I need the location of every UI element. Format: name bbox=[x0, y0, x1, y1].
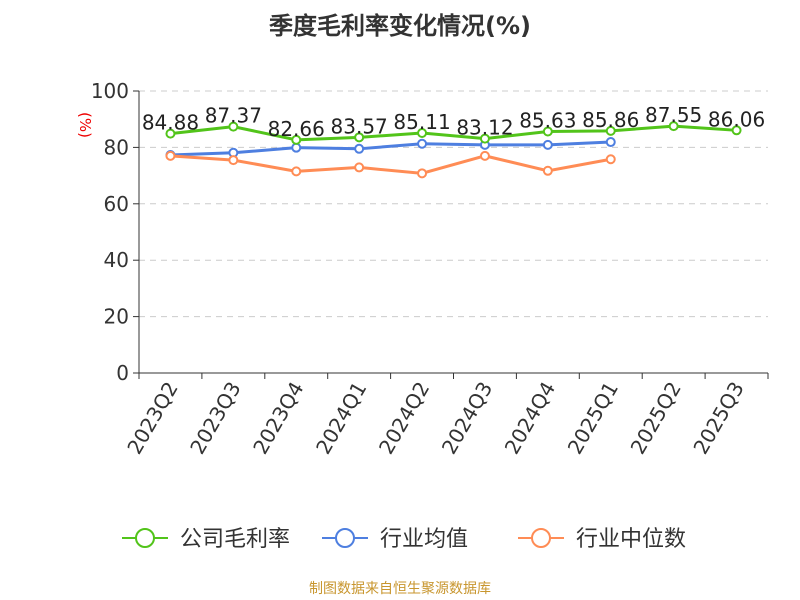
y-tick-label: 60 bbox=[104, 192, 129, 216]
x-tick-label: 2024Q2 bbox=[374, 378, 434, 459]
data-point bbox=[354, 143, 365, 154]
data-point bbox=[542, 139, 553, 150]
data-label: 87.37 bbox=[205, 104, 262, 128]
data-point bbox=[605, 154, 616, 165]
data-point bbox=[354, 132, 365, 143]
y-tick-label: 80 bbox=[104, 135, 129, 159]
data-point bbox=[165, 150, 176, 161]
series-line bbox=[170, 140, 611, 157]
y-tick-label: 20 bbox=[104, 305, 129, 329]
series-line bbox=[170, 154, 612, 175]
series-line bbox=[170, 124, 737, 142]
x-tick-label: 2025Q2 bbox=[626, 378, 686, 459]
series-2 bbox=[165, 150, 616, 179]
y-tick-label: 40 bbox=[104, 248, 129, 272]
data-point bbox=[417, 127, 428, 138]
source-note: 制图数据来自恒生聚源数据库 bbox=[309, 581, 491, 597]
data-point bbox=[417, 168, 428, 179]
legend-marker bbox=[531, 528, 551, 548]
x-tick-label: 2023Q3 bbox=[185, 378, 245, 459]
chart-title: 季度毛利率变化情况(%) bbox=[269, 12, 531, 40]
y-tick-label: 0 bbox=[116, 361, 129, 385]
data-label: 82.66 bbox=[268, 117, 325, 141]
x-tick-label: 2024Q4 bbox=[500, 378, 560, 459]
data-point bbox=[605, 125, 616, 136]
data-point bbox=[479, 150, 490, 161]
data-point bbox=[417, 138, 428, 149]
x-tick-label: 2025Q1 bbox=[563, 378, 623, 459]
x-tick-label: 2023Q4 bbox=[248, 378, 308, 459]
data-label: 84.88 bbox=[142, 111, 199, 135]
x-tick-label: 2024Q1 bbox=[311, 378, 371, 459]
data-point bbox=[354, 162, 365, 173]
data-label: 86.06 bbox=[708, 107, 765, 131]
legend-marker bbox=[135, 528, 155, 548]
data-point bbox=[291, 134, 302, 145]
data-label: 85.11 bbox=[393, 110, 450, 134]
y-tick-label: 100 bbox=[91, 79, 129, 103]
legend-item[interactable]: 公司毛利率 bbox=[122, 527, 290, 552]
x-tick-label: 2023Q2 bbox=[122, 378, 182, 459]
legend-marker bbox=[335, 528, 355, 548]
series-1 bbox=[165, 137, 616, 161]
data-point bbox=[165, 128, 176, 139]
data-label: 85.86 bbox=[582, 108, 639, 132]
x-tick-label: 2025Q3 bbox=[688, 378, 748, 459]
data-label: 87.55 bbox=[645, 103, 702, 127]
data-point bbox=[605, 137, 616, 148]
data-point bbox=[291, 166, 302, 177]
legend-item[interactable]: 行业均值 bbox=[322, 527, 468, 552]
data-label: 85.63 bbox=[519, 109, 576, 133]
data-point bbox=[542, 165, 553, 176]
y-axis-label: (%) bbox=[76, 112, 94, 138]
data-point bbox=[228, 155, 239, 166]
data-point bbox=[542, 126, 553, 137]
x-tick-label: 2024Q3 bbox=[437, 378, 497, 459]
data-point bbox=[228, 121, 239, 132]
data-point bbox=[668, 121, 679, 132]
legend-label: 行业中位数 bbox=[576, 527, 686, 552]
data-label: 83.12 bbox=[456, 116, 513, 140]
legend-label: 公司毛利率 bbox=[180, 527, 290, 552]
data-point bbox=[731, 125, 742, 136]
data-point bbox=[479, 133, 490, 144]
legend-label: 行业均值 bbox=[380, 527, 468, 552]
data-label: 83.57 bbox=[331, 114, 388, 138]
legend-item[interactable]: 行业中位数 bbox=[518, 527, 686, 552]
